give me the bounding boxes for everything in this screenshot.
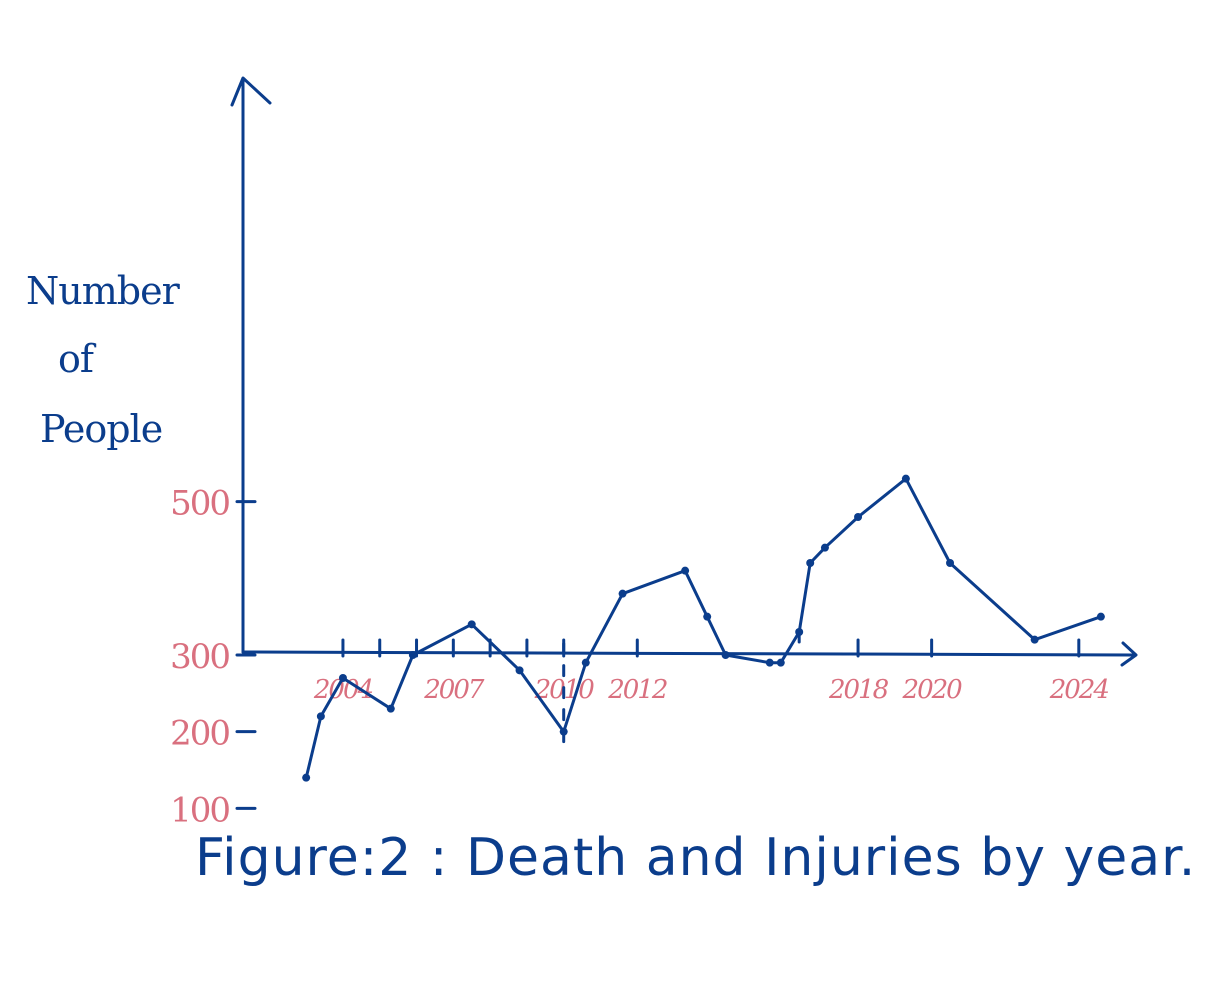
data-point xyxy=(302,773,311,782)
x-axis-arrowhead xyxy=(1120,641,1138,667)
data-point xyxy=(559,727,568,736)
x-tick-label: 2012 xyxy=(607,675,668,705)
x-ticks: 2004 2007 2010 2012 2018 2020 2024 xyxy=(313,638,1110,705)
data-point xyxy=(467,620,476,629)
data-point xyxy=(408,651,417,659)
y-ticks: 500 300 200 100 xyxy=(170,484,257,830)
data-point xyxy=(515,666,524,675)
y-axis-arrowhead xyxy=(230,76,272,107)
x-axis xyxy=(241,650,1135,657)
data-point xyxy=(901,474,910,483)
data-point xyxy=(1096,612,1105,621)
y-axis-label-line-3: People xyxy=(40,407,163,451)
data-point xyxy=(820,543,829,552)
y-tick-label: 200 xyxy=(170,714,229,754)
x-tick-label: 2007 xyxy=(423,675,485,705)
x-tick-label: 2024 xyxy=(1049,675,1109,705)
y-axis-label-line-1: Number xyxy=(26,269,180,313)
data-point xyxy=(721,651,730,659)
data-point xyxy=(854,513,863,521)
series-points xyxy=(302,474,1105,782)
data-point xyxy=(806,559,815,567)
series-line xyxy=(304,477,1103,780)
data-point xyxy=(338,674,347,682)
y-tick-label: 500 xyxy=(170,484,229,524)
y-tick-label: 300 xyxy=(170,637,229,677)
x-tick-label: 2020 xyxy=(902,675,963,705)
data-point xyxy=(618,589,627,598)
data-point xyxy=(776,658,785,667)
figure-caption: Figure:2 : Death and Injuries by year. xyxy=(195,828,1197,888)
x-tick-label: 2018 xyxy=(828,675,889,705)
data-point xyxy=(581,658,590,667)
data-point xyxy=(703,612,712,621)
data-point xyxy=(316,712,325,721)
data-point xyxy=(946,559,955,567)
dashed-drop-lines xyxy=(562,630,801,744)
data-point xyxy=(681,566,690,575)
data-point xyxy=(1030,635,1039,644)
y-axis-label-line-2: of xyxy=(58,337,94,381)
data-point xyxy=(795,628,804,636)
data-point xyxy=(765,658,774,667)
y-tick-label: 100 xyxy=(170,790,229,830)
data-point xyxy=(386,704,395,713)
axes xyxy=(230,76,1138,667)
